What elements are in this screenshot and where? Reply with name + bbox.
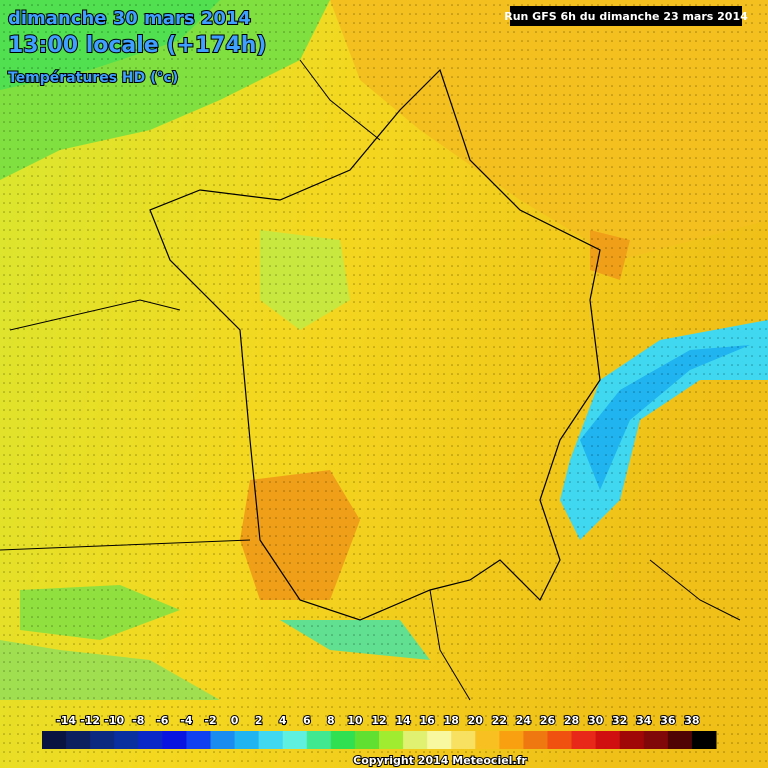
legend-tick-label: 32 xyxy=(612,714,627,727)
legend-swatch xyxy=(114,731,139,749)
legend-tick-label: 2 xyxy=(255,714,263,727)
map-date: dimanche 30 mars 2014 xyxy=(8,8,251,29)
coastline xyxy=(0,59,741,701)
legend-tick-label: 8 xyxy=(327,714,335,727)
legend-swatch xyxy=(427,731,452,749)
legend-swatch xyxy=(210,731,236,749)
legend-swatch xyxy=(475,731,500,749)
legend-swatch xyxy=(595,731,621,749)
legend-tick-label: 26 xyxy=(540,714,556,727)
legend-swatch xyxy=(234,731,260,749)
color-legend: -14 -12 -10 -8 -6 -4 -2 0 2 4 6 8 10 12 14 16 18 20 22 24 26… xyxy=(42,713,717,749)
legend-tick-label: -12 xyxy=(80,714,100,727)
legend-swatch xyxy=(66,731,91,749)
copyright: Copyright 2014 Meteociel.fr xyxy=(353,754,527,767)
legend-tick-label: -14 xyxy=(56,714,76,727)
legend-swatch xyxy=(42,731,67,749)
legend-swatch xyxy=(379,731,404,749)
legend-tick-label: -2 xyxy=(204,714,216,727)
legend-swatch xyxy=(90,731,115,749)
legend-swatch xyxy=(162,731,187,749)
legend-tick-label: 6 xyxy=(303,714,311,727)
legend-swatch xyxy=(186,731,211,749)
legend-tick-label: 28 xyxy=(564,714,579,727)
legend-swatch xyxy=(306,731,332,749)
legend-tick-label: 4 xyxy=(279,714,287,727)
legend-tick-label: -6 xyxy=(156,714,169,727)
legend-swatch xyxy=(403,731,428,749)
legend-tick-label: 14 xyxy=(395,714,411,727)
legend-swatch xyxy=(451,731,476,749)
legend-swatch xyxy=(691,731,717,749)
legend-tick-label: 34 xyxy=(636,714,652,727)
legend-swatch xyxy=(499,731,524,749)
legend-swatch xyxy=(547,731,573,749)
run-box xyxy=(510,6,742,26)
legend-swatch xyxy=(643,731,669,749)
legend-tick-label: -4 xyxy=(180,714,193,727)
legend-swatch xyxy=(282,731,308,749)
legend-swatch xyxy=(571,731,597,749)
legend-swatch xyxy=(330,731,356,749)
legend-tick-label: 16 xyxy=(419,714,435,727)
legend-swatch xyxy=(258,731,284,749)
legend-swatch xyxy=(619,731,645,749)
run-label: Run GFS 6h du dimanche 23 mars 2014 xyxy=(504,10,748,23)
map-field: Températures HD (°c) xyxy=(8,70,178,86)
legend-tick-label: 22 xyxy=(492,714,507,727)
legend-tick-label: 12 xyxy=(371,714,386,727)
legend-tick-label: 36 xyxy=(660,714,676,727)
legend-tick-label: 38 xyxy=(684,714,699,727)
legend-tick-label: -10 xyxy=(104,714,124,727)
legend-swatch xyxy=(138,731,163,749)
legend-tick-label: 18 xyxy=(444,714,459,727)
legend-tick-label: 24 xyxy=(516,714,532,727)
legend-swatch xyxy=(523,731,548,749)
legend-tick-label: 0 xyxy=(231,714,239,727)
legend-swatch xyxy=(667,731,693,749)
map-time: 13:00 locale (+174h) xyxy=(8,33,266,58)
legend-tick-label: -8 xyxy=(132,714,144,727)
legend-tick-label: 30 xyxy=(588,714,604,727)
legend-swatch xyxy=(354,731,380,749)
legend-tick-label: 20 xyxy=(468,714,484,727)
legend-tick-label: 10 xyxy=(347,714,363,727)
